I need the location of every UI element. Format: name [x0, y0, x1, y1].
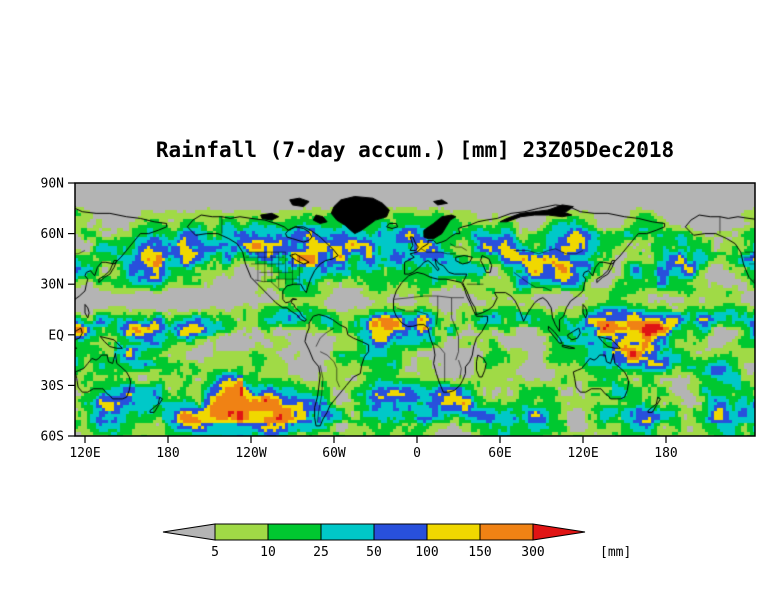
colorbar-segment — [426, 523, 481, 541]
x-tick-label: 120E — [567, 446, 598, 461]
colorbar-label: 100 — [415, 545, 438, 560]
colorbar-segment — [320, 523, 375, 541]
y-tick-label: 30S — [41, 379, 64, 394]
x-tick-label: 0 — [413, 446, 421, 461]
rainfall-map — [75, 183, 755, 436]
y-tick-label: 30N — [41, 278, 64, 293]
colorbar-below-arrow — [162, 523, 216, 541]
y-tick-label: 60S — [41, 430, 64, 445]
colorbar-units-label: [mm] — [600, 545, 631, 560]
x-tick-label: 180 — [654, 446, 677, 461]
x-tick-label: 60W — [322, 446, 346, 461]
colorbar-segment — [373, 523, 428, 541]
x-tick-label: 60E — [488, 446, 511, 461]
colorbar-label: 150 — [468, 545, 491, 560]
colorbar-segment — [267, 523, 322, 541]
y-tick-label: 60N — [41, 227, 64, 242]
colorbar-label: 50 — [366, 545, 382, 560]
x-tick-label: 120W — [235, 446, 266, 461]
y-tick-label: 90N — [41, 177, 64, 192]
y-tick-label: EQ — [48, 328, 64, 343]
colorbar-segment — [214, 523, 269, 541]
colorbar-segment — [479, 523, 534, 541]
colorbar-label: 300 — [521, 545, 544, 560]
colorbar-label: 25 — [313, 545, 329, 560]
colorbar-label: 5 — [211, 545, 219, 560]
colorbar-label: 10 — [260, 545, 276, 560]
x-tick-label: 180 — [156, 446, 179, 461]
plot-title: Rainfall (7-day accum.) [mm] 23Z05Dec201… — [155, 138, 675, 162]
colorbar-above-arrow — [532, 523, 586, 541]
x-tick-label: 120E — [69, 446, 100, 461]
